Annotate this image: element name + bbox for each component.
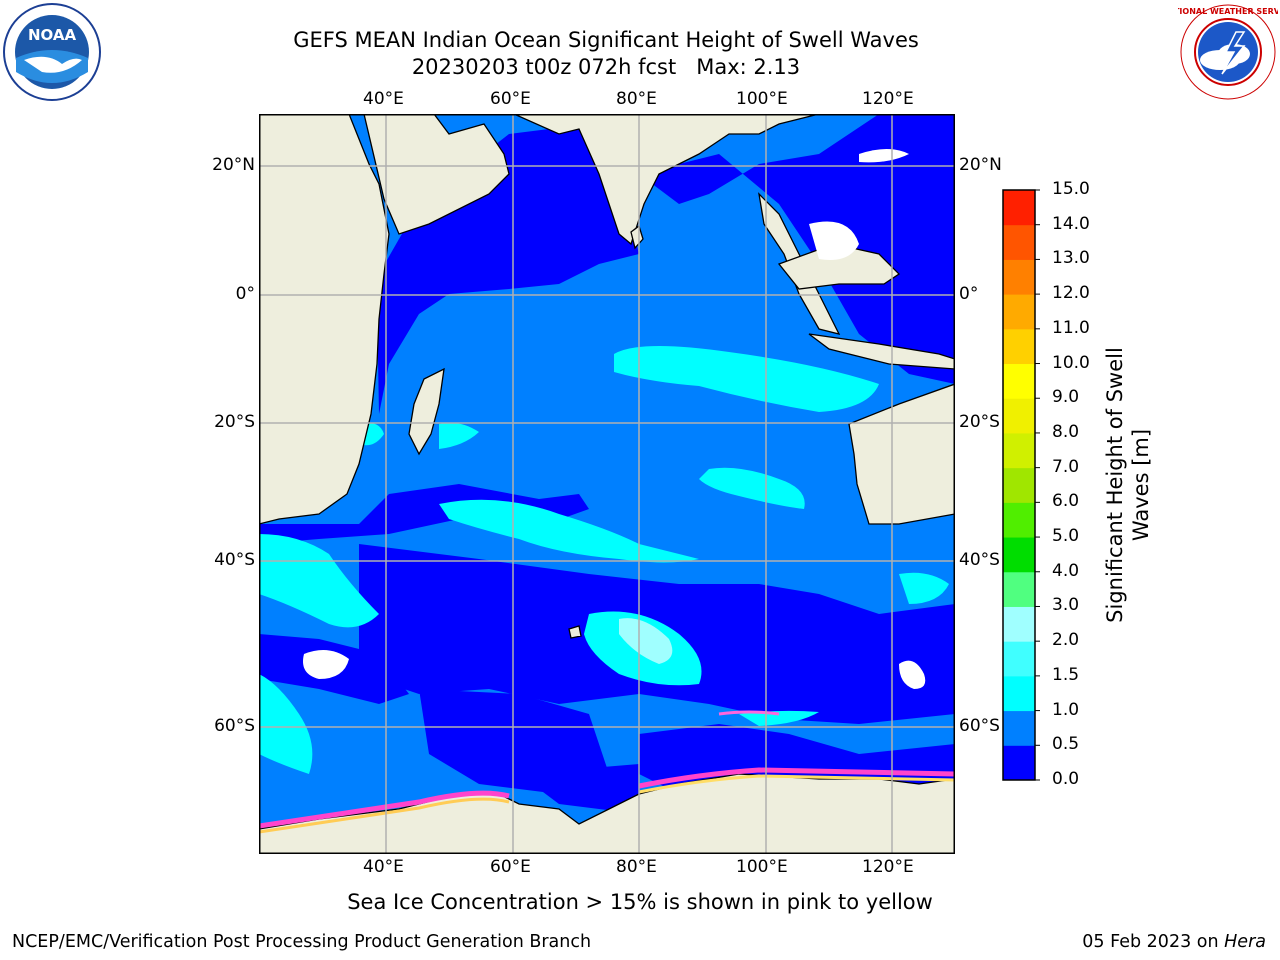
colorbar-tick-label: 1.5 <box>1052 664 1080 685</box>
colorbar-swatch <box>1003 432 1035 469</box>
colorbar-swatch <box>1003 363 1035 399</box>
footer-date-text: 05 Feb 2023 on <box>1082 932 1225 952</box>
colorbar-label: Significant Height of Swell Waves [m] <box>1103 347 1153 623</box>
lat-tick-right: 60°S <box>959 716 1000 736</box>
footer-date: 05 Feb 2023 on Hera <box>1082 932 1266 952</box>
colorbar-tick-label: 10.0 <box>1052 352 1090 373</box>
colorbar-tick-label: 4.0 <box>1052 560 1080 581</box>
noaa-logo: NOAA <box>2 2 102 102</box>
colorbar-frame <box>1002 189 1036 781</box>
map-frame <box>259 114 955 854</box>
footer-host: Hera <box>1224 932 1266 952</box>
colorbar-tick-label: 6.0 <box>1052 491 1080 512</box>
colorbar-swatch <box>1003 190 1035 226</box>
colorbar-swatch <box>1003 502 1035 538</box>
lon-tick-top: 80°E <box>616 89 657 109</box>
lat-tick-left: 60°S <box>214 716 255 736</box>
colorbar-tick-label: 12.0 <box>1052 283 1090 304</box>
colorbar-swatch <box>1003 745 1035 781</box>
colorbar-tick-label: 11.0 <box>1052 317 1090 338</box>
colorbar-swatch <box>1003 294 1035 330</box>
colorbar-tick-label: 14.0 <box>1052 213 1090 234</box>
lat-tick-right: 20°N <box>959 155 1002 175</box>
sea-ice-edge <box>259 710 955 834</box>
lat-tick-right: 20°S <box>959 412 1000 432</box>
lat-tick-left: 0° <box>235 284 255 304</box>
colorbar-tick-label: 0.0 <box>1052 769 1080 789</box>
no-data-patches <box>303 149 926 689</box>
swell-1.5-2.0m-core <box>619 618 673 664</box>
lon-tick-bottom: 120°E <box>862 857 914 877</box>
noaa-logo-text: NOAA <box>28 26 77 44</box>
colorbar <box>1002 189 1040 781</box>
lat-tick-left: 20°N <box>212 155 255 175</box>
colorbar-swatch <box>1003 467 1035 503</box>
map-subtitle: 20230203 t00z 072h fcst Max: 2.13 <box>411 55 801 79</box>
lon-tick-top: 120°E <box>862 89 914 109</box>
colorbar-swatch <box>1003 328 1035 365</box>
nws-ring-text: NATIONAL WEATHER SERVICE <box>1178 7 1278 16</box>
footer-branch: NCEP/EMC/Verification Post Processing Pr… <box>12 932 592 952</box>
map-title: GEFS MEAN Indian Ocean Significant Heigh… <box>293 28 919 52</box>
land-masses <box>259 114 955 854</box>
colorbar-tick-label: 7.0 <box>1052 456 1080 477</box>
colorbar-swatch <box>1003 571 1035 607</box>
lat-tick-right: 40°S <box>959 550 1000 570</box>
map-canvas <box>259 114 955 854</box>
lon-tick-bottom: 100°E <box>736 857 788 877</box>
lon-tick-bottom: 60°E <box>490 857 531 877</box>
colorbar-swatch <box>1003 537 1035 573</box>
colorbar-swatch <box>1003 259 1035 295</box>
colorbar-tick-label: 5.0 <box>1052 526 1080 547</box>
lon-tick-top: 60°E <box>490 89 531 109</box>
lon-tick-top: 100°E <box>736 89 788 109</box>
colorbar-tick-label: 9.0 <box>1052 387 1080 408</box>
colorbar-tick-label: 0.5 <box>1052 734 1080 755</box>
colorbar-tick-label: 15.0 <box>1052 179 1090 199</box>
colorbar-swatch <box>1003 641 1035 677</box>
colorbar-tick-label: 1.0 <box>1052 699 1080 720</box>
nws-logo: NATIONAL WEATHER SERVICE <box>1162 2 1280 102</box>
colorbar-tick-label: 13.0 <box>1052 248 1090 269</box>
lon-tick-top: 40°E <box>363 89 404 109</box>
lat-tick-left: 40°S <box>214 550 255 570</box>
lon-tick-bottom: 80°E <box>616 857 657 877</box>
colorbar-tick-label: 8.0 <box>1052 421 1080 442</box>
colorbar-swatch <box>1003 398 1035 434</box>
lon-tick-bottom: 40°E <box>363 857 404 877</box>
lat-tick-left: 20°S <box>214 412 255 432</box>
lat-tick-right: 0° <box>959 284 979 304</box>
colorbar-swatch <box>1003 710 1035 746</box>
colorbar-tick-label: 3.0 <box>1052 595 1080 616</box>
colorbar-tick-label: 2.0 <box>1052 630 1080 651</box>
sea-ice-note: Sea Ice Concentration > 15% is shown in … <box>347 890 933 914</box>
colorbar-swatch <box>1003 606 1035 642</box>
colorbar-swatch <box>1003 675 1035 712</box>
map-gridlines <box>259 114 955 854</box>
colorbar-swatch <box>1003 224 1035 260</box>
